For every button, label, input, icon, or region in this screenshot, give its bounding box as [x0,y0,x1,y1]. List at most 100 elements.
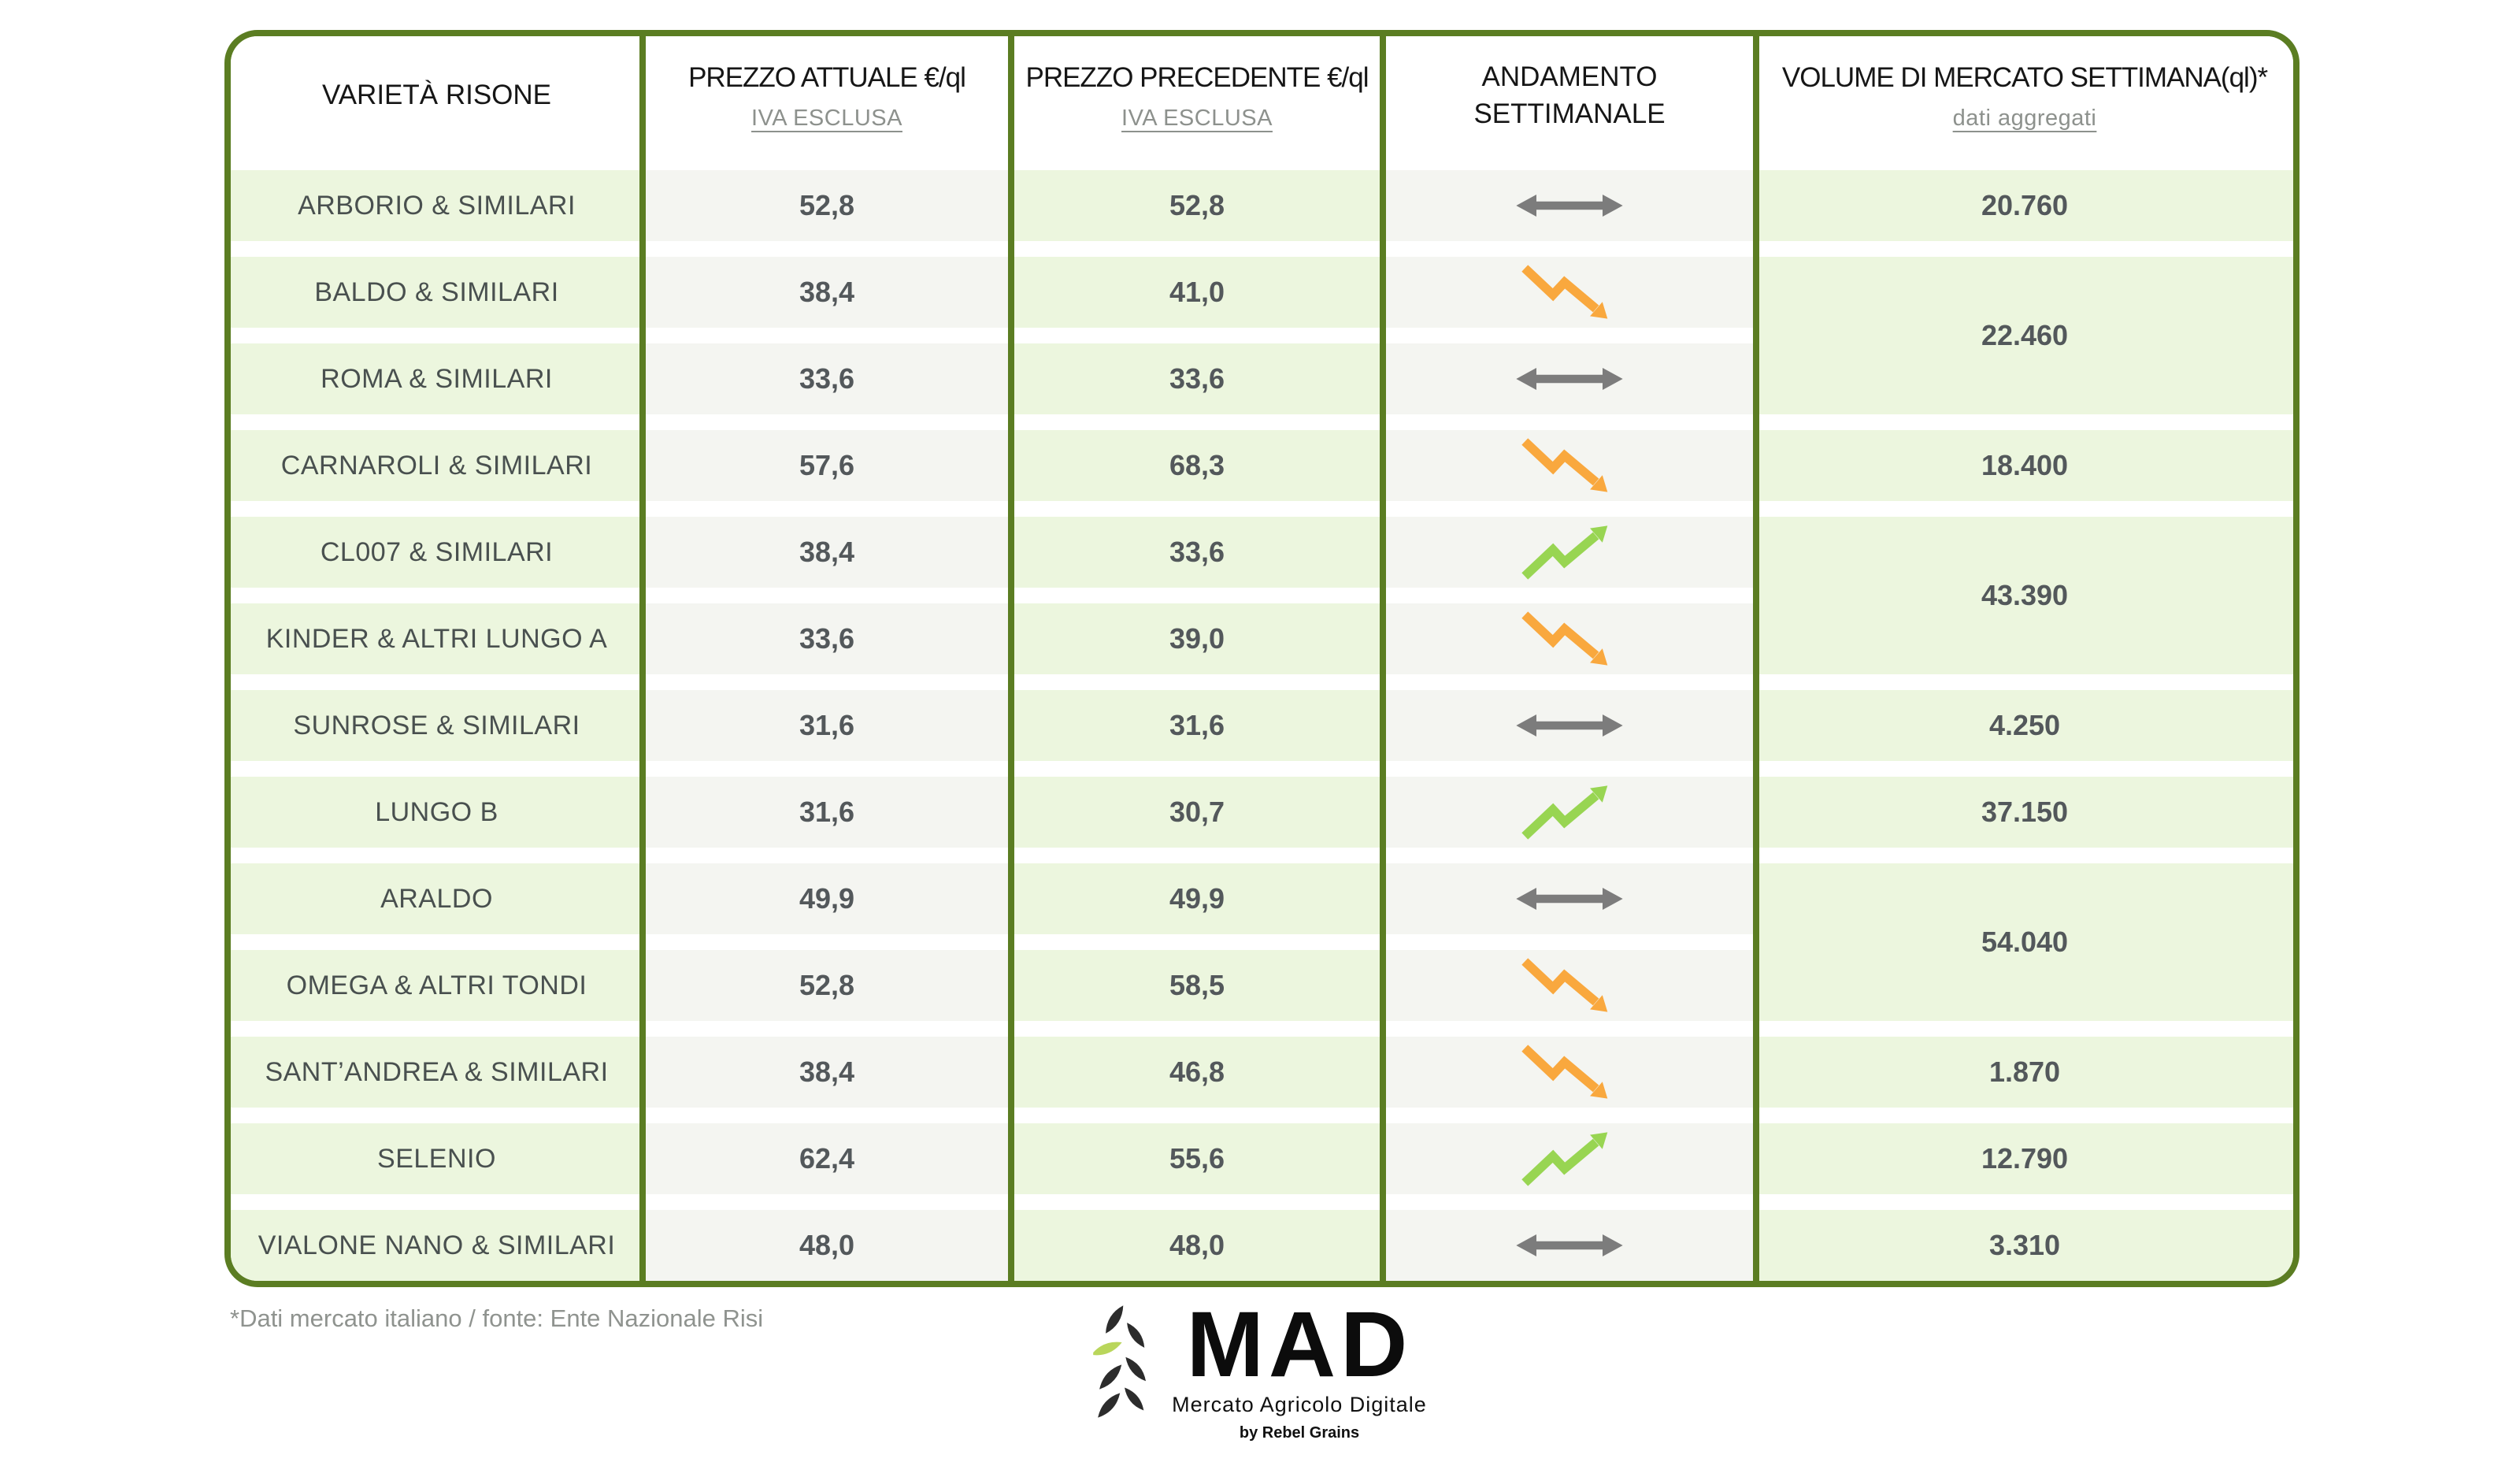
trend-stable-icon [1516,195,1623,217]
trend-down-icon [1521,438,1608,492]
previous-price-cell: 58,5 [1011,950,1383,1021]
volume-cell: 54.040 [1756,863,2293,1021]
trend-cell [1383,690,1756,761]
volume-cell: 3.310 [1756,1210,2293,1281]
current-price-cell: 33,6 [643,343,1011,414]
header-previous-price-subnote: IVA ESCLUSA [1121,106,1273,132]
variety-cell: ARALDO [231,863,643,934]
volume-cell: 20.760 [1756,170,2293,241]
volume-cell: 1.870 [1756,1037,2293,1108]
variety-cell: SELENIO [231,1123,643,1194]
trend-down-icon [1521,265,1608,319]
current-price-cell: 52,8 [643,170,1011,241]
header-volume-label: VOLUME DI MERCATO SETTIMANA(ql)* [1781,61,2268,93]
variety-cell: OMEGA & ALTRI TONDI [231,950,643,1021]
column-divider [1008,36,1014,1281]
variety-cell: CL007 & SIMILARI [231,517,643,588]
logo-subtitle: Mercato Agricolo Digitale [1172,1393,1427,1416]
current-price-cell: 38,4 [643,257,1011,328]
trend-up-icon [1521,525,1608,580]
current-price-cell: 31,6 [643,690,1011,761]
volume-cell: 37.150 [1756,777,2293,848]
current-price-cell: 52,8 [643,950,1011,1021]
previous-price-cell: 33,6 [1011,343,1383,414]
trend-cell [1383,863,1756,934]
previous-price-cell: 31,6 [1011,690,1383,761]
trend-stable-icon [1516,368,1623,390]
header-current-price: PREZZO ATTUALE €/ql IVA ESCLUSA [643,36,1011,154]
header-trend: ANDAMENTO SETTIMANALE [1383,36,1756,154]
header-variety-label: VARIETÀ RISONE [321,80,552,111]
variety-cell: SANT’ANDREA & SIMILARI [231,1037,643,1108]
mad-logo: MAD Mercato Agricolo Digitale by Rebel G… [1093,1298,1427,1442]
trend-up-icon [1521,785,1608,840]
previous-price-cell: 55,6 [1011,1123,1383,1194]
rice-price-table-frame: VARIETÀ RISONE PREZZO ATTUALE €/ql IVA E… [224,30,2300,1287]
variety-cell: ROMA & SIMILARI [231,343,643,414]
trend-cell [1383,1210,1756,1281]
volume-cell: 43.390 [1756,517,2293,674]
header-trend-label: ANDAMENTO SETTIMANALE [1473,61,1666,129]
volume-cell: 4.250 [1756,690,2293,761]
column-divider [1753,36,1759,1281]
column-divider [1380,36,1386,1281]
previous-price-cell: 30,7 [1011,777,1383,848]
variety-cell: CARNAROLI & SIMILARI [231,430,643,501]
trend-cell [1383,950,1756,1021]
variety-cell: BALDO & SIMILARI [231,257,643,328]
header-previous-price: PREZZO PRECEDENTE €/ql IVA ESCLUSA [1011,36,1383,154]
trend-down-icon [1521,1045,1608,1099]
header-variety: VARIETÀ RISONE [231,36,643,154]
trend-cell [1383,603,1756,674]
previous-price-cell: 48,0 [1011,1210,1383,1281]
current-price-cell: 49,9 [643,863,1011,934]
volume-cell: 22.460 [1756,257,2293,414]
header-volume-subnote: dati aggregati [1952,106,2097,132]
previous-price-cell: 68,3 [1011,430,1383,501]
logo-byline: by Rebel Grains [1239,1424,1360,1442]
current-price-cell: 38,4 [643,1037,1011,1108]
trend-stable-icon [1516,1234,1623,1256]
trend-cell [1383,257,1756,328]
volume-cell: 12.790 [1756,1123,2293,1194]
header-previous-price-label: PREZZO PRECEDENTE €/ql [1025,61,1369,93]
header-current-price-subnote: IVA ESCLUSA [751,106,902,132]
logo-text-block: MAD Mercato Agricolo Digitale by Rebel G… [1172,1298,1427,1442]
current-price-cell: 62,4 [643,1123,1011,1194]
current-price-cell: 31,6 [643,777,1011,848]
previous-price-cell: 33,6 [1011,517,1383,588]
rice-price-table: VARIETÀ RISONE PREZZO ATTUALE €/ql IVA E… [231,36,2293,1281]
source-note: *Dati mercato italiano / fonte: Ente Naz… [230,1304,764,1332]
variety-cell: SUNROSE & SIMILARI [231,690,643,761]
volume-cell: 18.400 [1756,430,2293,501]
green-leaf [1093,1342,1122,1356]
previous-price-cell: 49,9 [1011,863,1383,934]
previous-price-cell: 39,0 [1011,603,1383,674]
trend-cell [1383,170,1756,241]
current-price-cell: 57,6 [643,430,1011,501]
current-price-cell: 33,6 [643,603,1011,674]
trend-down-icon [1521,958,1608,1012]
previous-price-cell: 46,8 [1011,1037,1383,1108]
header-current-price-label: PREZZO ATTUALE €/ql [688,61,966,93]
trend-cell [1383,1123,1756,1194]
trend-up-icon [1521,1132,1608,1186]
previous-price-cell: 41,0 [1011,257,1383,328]
trend-down-icon [1521,611,1608,666]
trend-cell [1383,430,1756,501]
trend-cell [1383,1037,1756,1108]
trend-cell [1383,517,1756,588]
trend-cell [1383,777,1756,848]
previous-price-cell: 52,8 [1011,170,1383,241]
column-divider [639,36,646,1281]
variety-cell: KINDER & ALTRI LUNGO A [231,603,643,674]
wheat-leaves-icon [1093,1305,1147,1418]
variety-cell: VIALONE NANO & SIMILARI [231,1210,643,1281]
variety-cell: LUNGO B [231,777,643,848]
variety-cell: ARBORIO & SIMILARI [231,170,643,241]
current-price-cell: 38,4 [643,517,1011,588]
trend-stable-icon [1516,714,1623,737]
current-price-cell: 48,0 [643,1210,1011,1281]
trend-stable-icon [1516,888,1623,910]
header-volume: VOLUME DI MERCATO SETTIMANA(ql)* dati ag… [1756,36,2293,154]
